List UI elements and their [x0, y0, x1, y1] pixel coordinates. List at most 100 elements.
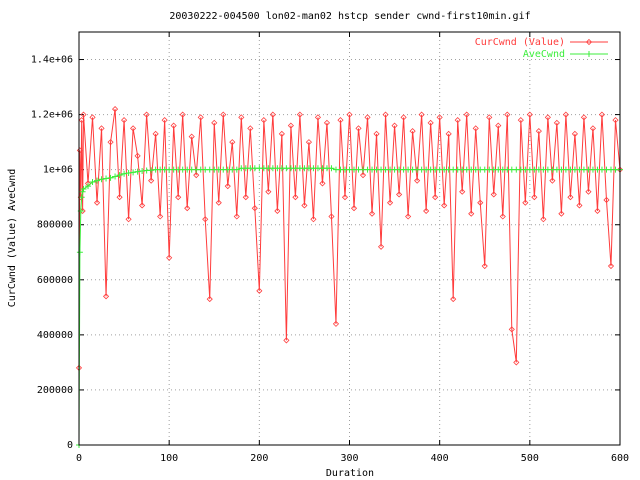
y-tick-label: 200000 — [37, 385, 73, 396]
data-point — [328, 213, 335, 220]
data-point — [170, 122, 177, 129]
y-axis-label: CurCwnd (Value) AveCwnd — [7, 169, 18, 307]
data-point — [161, 117, 168, 124]
data-point — [540, 216, 547, 223]
data-point — [490, 191, 497, 198]
data-point — [152, 130, 159, 137]
x-tick-label: 500 — [521, 453, 539, 464]
data-point — [535, 128, 542, 135]
x-tick-label: 100 — [160, 453, 178, 464]
data-point — [463, 111, 470, 118]
x-tick-label: 0 — [76, 453, 82, 464]
data-point — [188, 133, 195, 140]
data-point — [571, 130, 578, 137]
data-point — [229, 139, 236, 146]
data-point — [89, 179, 96, 186]
data-point — [350, 205, 358, 212]
data-point — [166, 254, 173, 261]
legend-label: CurCwnd (Value) — [475, 37, 565, 48]
data-point — [143, 111, 150, 118]
data-point — [292, 194, 299, 201]
data-point — [274, 207, 281, 215]
data-point — [319, 180, 326, 187]
data-point — [598, 111, 606, 118]
data-point — [215, 199, 222, 206]
data-point — [558, 210, 565, 217]
data-point — [134, 152, 141, 159]
data-point — [179, 111, 186, 118]
data-point — [522, 199, 529, 206]
data-point — [346, 111, 353, 118]
data-point — [287, 122, 294, 129]
data-point — [373, 130, 380, 137]
data-point — [80, 111, 87, 118]
data-point — [481, 262, 488, 270]
y-tick-label: 400000 — [37, 330, 73, 341]
series-line — [78, 109, 621, 368]
data-point — [414, 177, 421, 184]
data-point — [504, 111, 511, 118]
legend-marker — [586, 51, 592, 57]
data-point — [310, 216, 317, 223]
data-point — [323, 119, 331, 126]
x-tick-label: 200 — [250, 453, 268, 464]
data-point — [396, 191, 403, 198]
plot-border — [78, 31, 621, 446]
data-point — [125, 216, 132, 223]
data-point — [278, 130, 285, 137]
data-point — [265, 188, 272, 195]
data-point — [513, 359, 520, 366]
data-point — [139, 202, 146, 209]
y-tick-label: 1.4e+06 — [31, 55, 73, 66]
data-point — [549, 177, 556, 184]
data-point — [607, 262, 615, 270]
y-tick-label: 0 — [67, 440, 73, 451]
data-point — [220, 111, 227, 118]
data-point — [139, 168, 146, 175]
data-point — [332, 320, 340, 327]
data-point — [296, 111, 303, 118]
data-point — [233, 213, 240, 220]
data-point — [269, 111, 276, 118]
data-point — [256, 287, 263, 294]
data-point — [531, 194, 538, 201]
data-point — [107, 174, 114, 181]
data-point — [382, 111, 389, 118]
data-point — [567, 194, 574, 201]
data-point — [314, 114, 322, 121]
data-point — [387, 199, 394, 206]
data-point — [184, 205, 191, 212]
data-point — [526, 111, 533, 118]
data-point — [251, 205, 258, 212]
y-tick-label: 800000 — [37, 220, 73, 231]
legend-label: AveCwnd — [523, 49, 565, 60]
data-point — [98, 176, 105, 183]
data-point — [544, 114, 551, 121]
data-point — [283, 337, 290, 344]
data-point — [193, 172, 200, 179]
data-point — [107, 139, 114, 146]
data-point — [594, 207, 601, 215]
data-point — [85, 183, 92, 190]
data-point — [78, 117, 85, 124]
data-point — [148, 167, 155, 174]
data-point — [468, 210, 475, 217]
y-tick-label: 600000 — [37, 275, 73, 286]
data-point — [409, 128, 416, 135]
data-point — [454, 117, 461, 124]
data-point — [499, 213, 506, 220]
data-point — [79, 188, 86, 195]
data-point — [423, 207, 430, 215]
data-point — [364, 114, 371, 121]
data-point — [436, 114, 443, 121]
data-point — [102, 293, 110, 300]
data-point — [112, 173, 119, 180]
data-point — [355, 125, 362, 132]
data-point — [242, 194, 249, 201]
data-point — [224, 183, 231, 190]
data-point — [359, 172, 367, 179]
x-tick-label: 600 — [611, 453, 629, 464]
data-point — [368, 210, 376, 217]
data-point — [508, 326, 515, 333]
